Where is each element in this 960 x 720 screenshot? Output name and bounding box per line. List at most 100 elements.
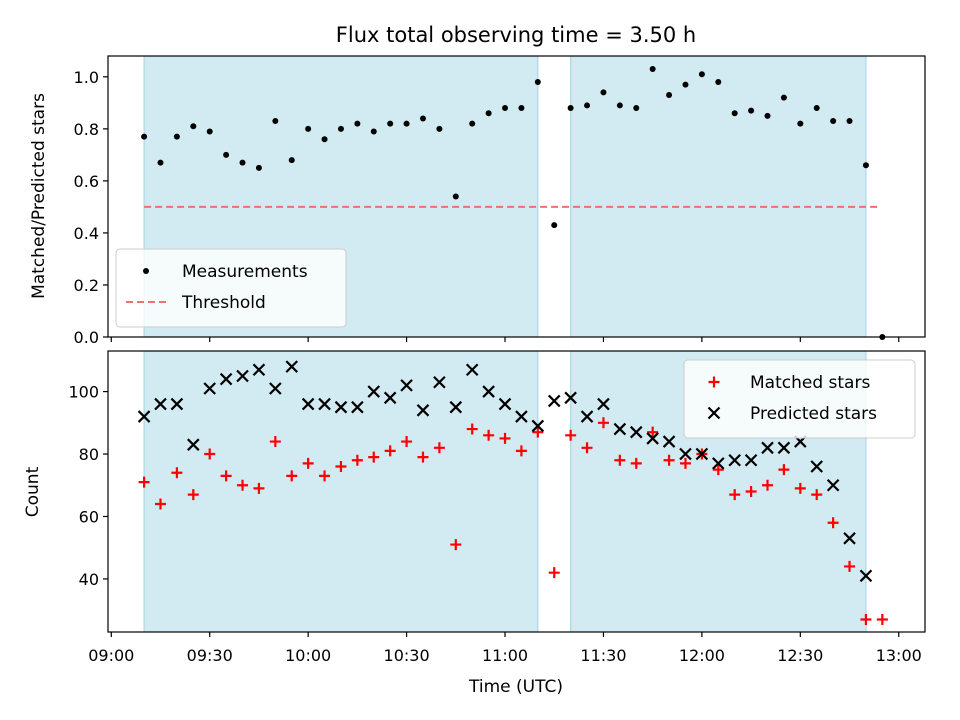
data-point bbox=[354, 120, 361, 127]
legend-label: Matched stars bbox=[750, 373, 870, 393]
legend-label: Measurements bbox=[182, 262, 308, 282]
data-point bbox=[744, 454, 758, 467]
data-point bbox=[794, 482, 806, 494]
data-point bbox=[334, 400, 348, 414]
data-point bbox=[335, 461, 347, 473]
x-tick-label: 12:30 bbox=[777, 646, 823, 665]
x-tick-label: 11:30 bbox=[580, 646, 626, 665]
legend-marker bbox=[143, 268, 149, 274]
data-point bbox=[187, 438, 200, 451]
data-point bbox=[469, 120, 476, 127]
data-point bbox=[810, 460, 824, 473]
data-point bbox=[498, 397, 512, 411]
legend-marker bbox=[707, 406, 721, 420]
observing-window bbox=[144, 351, 538, 632]
data-point bbox=[780, 94, 787, 101]
data-point bbox=[285, 360, 299, 373]
data-point bbox=[826, 478, 840, 492]
x-tick-label: 10:00 bbox=[285, 646, 331, 665]
data-point bbox=[778, 464, 790, 476]
data-point bbox=[813, 105, 820, 112]
data-point bbox=[515, 445, 527, 457]
data-point bbox=[811, 489, 823, 501]
data-point bbox=[745, 486, 757, 497]
data-point bbox=[417, 451, 429, 463]
x-tick-label: 12:00 bbox=[679, 646, 725, 665]
data-point bbox=[633, 105, 640, 112]
data-point bbox=[729, 489, 741, 501]
data-point bbox=[581, 442, 593, 454]
y-tick-label: 0.8 bbox=[74, 120, 99, 139]
data-point bbox=[253, 482, 265, 494]
data-point bbox=[141, 133, 148, 140]
data-point bbox=[482, 385, 495, 398]
data-point bbox=[534, 79, 541, 86]
data-point bbox=[236, 369, 249, 383]
y-tick-label: 1.0 bbox=[74, 68, 99, 87]
data-point bbox=[419, 115, 426, 122]
data-point bbox=[531, 419, 545, 433]
data-point bbox=[305, 125, 312, 132]
data-point bbox=[138, 476, 150, 488]
data-point bbox=[302, 457, 314, 469]
data-point bbox=[843, 532, 856, 545]
x-tick-label: 09:30 bbox=[187, 646, 233, 665]
data-point bbox=[532, 426, 544, 438]
data-point bbox=[416, 404, 430, 417]
data-point bbox=[483, 429, 495, 441]
data-point bbox=[698, 71, 705, 78]
data-point bbox=[269, 382, 282, 395]
x-tick-label: 09:00 bbox=[88, 646, 134, 665]
y-tick-label: 0.4 bbox=[74, 224, 99, 243]
legend: Measurements Threshold bbox=[115, 248, 347, 328]
data-point bbox=[830, 118, 837, 125]
data-point bbox=[844, 560, 856, 572]
data-point bbox=[157, 159, 164, 166]
data-point bbox=[171, 467, 183, 479]
data-point bbox=[239, 159, 246, 166]
data-point bbox=[502, 105, 509, 112]
y-tick-label: 0.2 bbox=[74, 276, 99, 295]
data-point bbox=[252, 363, 266, 377]
data-point bbox=[860, 614, 872, 626]
data-point bbox=[597, 417, 609, 429]
data-point bbox=[433, 442, 445, 454]
data-point bbox=[288, 157, 295, 164]
data-point bbox=[515, 410, 528, 423]
y-tick-label: 60 bbox=[79, 507, 99, 526]
x-axis-label: Time (UTC) bbox=[468, 677, 563, 697]
data-point bbox=[450, 539, 462, 551]
data-point bbox=[797, 120, 804, 127]
data-point bbox=[321, 136, 328, 143]
data-point bbox=[499, 432, 511, 444]
data-point bbox=[600, 89, 607, 96]
data-point bbox=[452, 193, 459, 200]
count-panel: 40 60 80 100 09:00 09:30 10:00 10:30 11:00 11:30 1… bbox=[68, 350, 926, 665]
data-point bbox=[220, 470, 232, 482]
data-point bbox=[616, 102, 623, 109]
data-point bbox=[629, 425, 643, 439]
y-tick-label: 80 bbox=[79, 445, 99, 464]
legend: Matched stars Predicted stars bbox=[683, 359, 916, 439]
data-point bbox=[255, 164, 262, 171]
data-point bbox=[862, 162, 869, 169]
data-point bbox=[173, 133, 180, 140]
data-point bbox=[547, 394, 561, 408]
y-axis-label-count: Count bbox=[23, 466, 43, 517]
data-point bbox=[400, 379, 413, 392]
axes-frame bbox=[107, 55, 926, 338]
data-point bbox=[387, 120, 394, 127]
legend-box bbox=[683, 359, 916, 439]
data-point bbox=[401, 436, 413, 448]
data-point bbox=[580, 410, 594, 423]
data-point bbox=[731, 110, 738, 117]
data-point bbox=[466, 423, 478, 435]
data-point bbox=[204, 448, 216, 460]
data-point bbox=[679, 457, 691, 469]
data-point bbox=[649, 66, 656, 73]
data-point bbox=[286, 470, 298, 482]
data-point bbox=[518, 105, 525, 112]
data-point bbox=[761, 441, 774, 455]
legend-label: Predicted stars bbox=[750, 404, 877, 424]
data-point bbox=[715, 79, 722, 86]
